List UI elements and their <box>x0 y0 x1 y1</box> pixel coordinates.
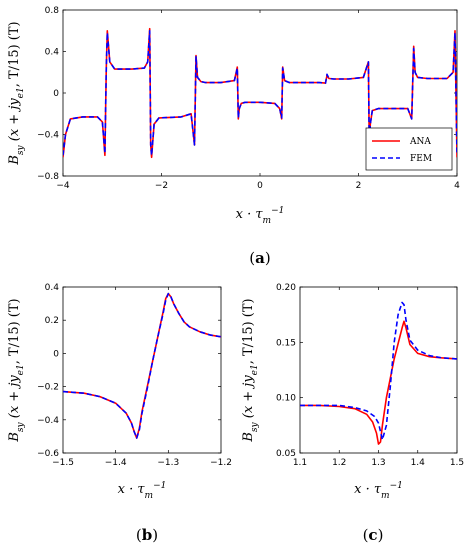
series-line-fem <box>300 301 457 441</box>
y-tick-label: −0.8 <box>37 172 59 182</box>
legend-box <box>365 127 453 171</box>
y-tick-label: 0.05 <box>276 449 296 459</box>
y-tick-label: 0 <box>53 89 59 99</box>
chart-panel-3: 1.1 1.2 1.3 1.4 1.5 0.05 0.10 0.15 0.20 Bsy (x + … <box>241 283 464 544</box>
x-tick-label: −1.4 <box>105 458 127 468</box>
series-line-fem <box>63 29 457 157</box>
legend-label-ana: ANA <box>409 137 431 147</box>
y-tick-label: 0 <box>53 349 59 359</box>
series-line-ana <box>63 292 221 439</box>
x-axis-label: x · τm−1 <box>236 206 285 226</box>
x-axis-label: x · τm−1 <box>118 481 167 501</box>
x-tick-label: −2 <box>155 181 168 191</box>
x-tick-label: 1.5 <box>450 458 464 468</box>
x-tick-label: −1.3 <box>157 458 179 468</box>
x-tick-label: −1.5 <box>52 458 74 468</box>
plot-frame <box>299 286 458 454</box>
x-tick-label: 0 <box>257 181 263 191</box>
chart-panel-1: −4 −2 0 2 4 −0.8 −0.4 0 0.4 0.8 Bsy (x + jye1, T/1… <box>7 6 460 267</box>
y-tick-label: −0.2 <box>37 383 59 393</box>
x-tick-label: 1.1 <box>293 458 307 468</box>
y-tick-label: −0.4 <box>37 131 59 141</box>
y-tick-label: 0.10 <box>276 394 296 404</box>
series-line-fem <box>63 292 221 439</box>
plot-frame <box>62 286 222 454</box>
y-tick-label: 0.15 <box>276 338 296 348</box>
y-axis-label: Bsy (x + jye1, T/15) (T) <box>7 21 26 165</box>
x-tick-label: 1.2 <box>332 458 346 468</box>
y-tick-label: 0.4 <box>45 48 60 58</box>
y-tick-label: −0.6 <box>37 449 59 459</box>
x-tick-label: 1.4 <box>411 458 426 468</box>
y-axis-label: Bsy (x + jye1, T/15) (T) <box>241 298 260 442</box>
x-tick-label: 1.3 <box>371 458 385 468</box>
legend-label-fem: FEM <box>410 154 432 164</box>
x-tick-label: 4 <box>454 181 460 191</box>
x-tick-label: 2 <box>356 181 362 191</box>
y-tick-label: 0.2 <box>45 316 59 326</box>
panel-label: (b) <box>136 526 158 544</box>
x-tick-label: −1.2 <box>210 458 232 468</box>
x-tick-label: −4 <box>56 181 70 191</box>
panel-label: (a) <box>249 249 270 267</box>
y-tick-label: −0.4 <box>37 416 59 426</box>
y-tick-label: 0.8 <box>45 6 60 16</box>
panel-label: (c) <box>363 526 384 544</box>
legend: ANA FEM <box>365 127 453 171</box>
x-axis-label: x · τm−1 <box>354 481 403 501</box>
y-tick-label: 0.20 <box>276 283 296 293</box>
chart-panel-2: −1.5 −1.4 −1.3 −1.2 −0.6 −0.4 −0.2 0 0.2 0.4 Bsy (… <box>7 283 232 544</box>
series-line-ana <box>300 320 457 445</box>
y-tick-label: 0.4 <box>45 283 60 293</box>
y-axis-label: Bsy (x + jye1, T/15) (T) <box>7 298 26 442</box>
